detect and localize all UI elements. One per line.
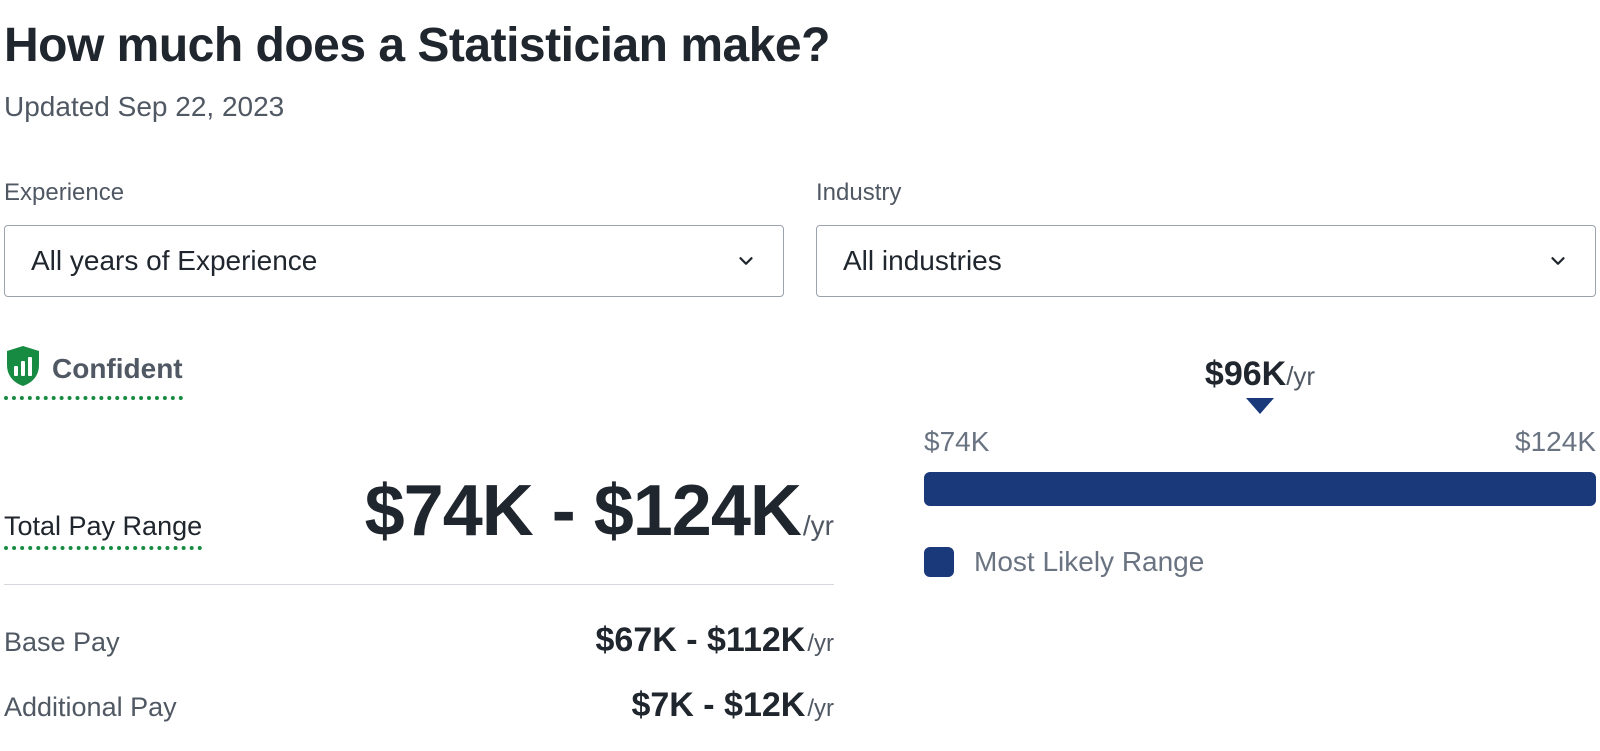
total-pay-suffix: /yr [803, 510, 834, 542]
range-bar [924, 472, 1596, 506]
range-low-label: $74K [924, 426, 989, 458]
experience-filter-label: Experience [4, 179, 784, 207]
updated-line: Updated Sep 22, 2023 [4, 91, 1596, 123]
divider [4, 584, 834, 585]
legend-label: Most Likely Range [974, 546, 1204, 578]
industry-dropdown[interactable]: All industries [816, 225, 1596, 297]
chevron-down-icon [735, 250, 757, 272]
additional-pay-row: Additional Pay $7K - $12K /yr [4, 686, 834, 725]
salary-body: Confident Total Pay Range $74K - $124K /… [4, 345, 1596, 751]
total-pay-value-wrap: $74K - $124K /yr [365, 470, 834, 552]
industry-filter: Industry All industries [816, 179, 1596, 297]
range-pointer: $96K/yr [924, 355, 1596, 394]
confidence-text: Confident [52, 353, 183, 385]
industry-dropdown-value: All industries [843, 245, 1002, 277]
additional-pay-label: Additional Pay [4, 692, 177, 723]
legend-swatch [924, 547, 954, 577]
base-pay-value: $67K - $112K [596, 621, 806, 660]
experience-filter: Experience All years of Experience [4, 179, 784, 297]
base-pay-suffix: /yr [807, 630, 834, 658]
filters-row: Experience All years of Experience Indus… [4, 179, 1596, 297]
chevron-down-icon [1547, 250, 1569, 272]
caret-down-icon [924, 398, 1596, 414]
experience-dropdown[interactable]: All years of Experience [4, 225, 784, 297]
additional-pay-suffix: /yr [807, 695, 834, 723]
total-pay-row: Total Pay Range $74K - $124K /yr [4, 470, 834, 552]
range-high-label: $124K [1515, 426, 1596, 458]
base-pay-label: Base Pay [4, 627, 120, 658]
range-labels: $74K $124K [924, 426, 1596, 458]
base-pay-row: Base Pay $67K - $112K /yr [4, 621, 834, 660]
shield-bars-icon [4, 345, 42, 392]
range-legend: Most Likely Range [924, 546, 1596, 578]
industry-filter-label: Industry [816, 179, 1596, 207]
range-pointer-value: $96K [1205, 355, 1286, 393]
experience-dropdown-value: All years of Experience [31, 245, 317, 277]
total-pay-value: $74K - $124K [365, 470, 801, 552]
additional-pay-value: $7K - $12K [631, 686, 805, 725]
range-pointer-suffix: /yr [1286, 361, 1315, 391]
total-pay-label[interactable]: Total Pay Range [4, 511, 202, 550]
salary-details: Confident Total Pay Range $74K - $124K /… [4, 345, 834, 751]
page-title: How much does a Statistician make? [4, 18, 1596, 73]
confidence-badge[interactable]: Confident [4, 345, 183, 400]
range-chart: $96K/yr $74K $124K Most Likely Range [924, 345, 1596, 751]
